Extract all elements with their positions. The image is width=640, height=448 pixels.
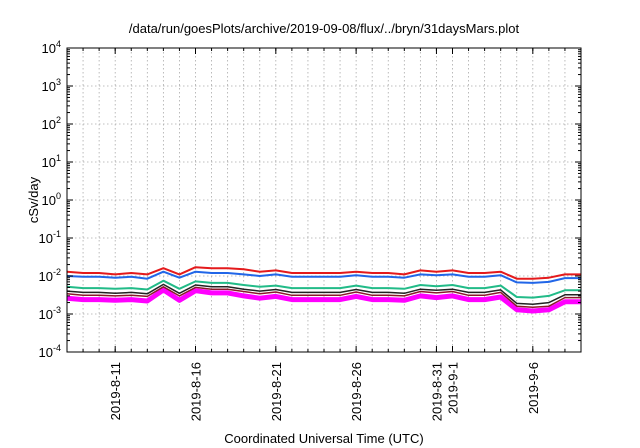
y-tick-label: 10-4 [39,343,61,360]
x-axis-label: Coordinated Universal Time (UTC) [224,431,423,446]
series-line [66,286,581,309]
x-tick-label: 2019-8-11 [108,362,123,420]
x-tick-labels: 2019-8-11 2019-8-16 2019-8-21 2019-8-26 2019… [108,362,541,421]
x-tick-label: 2019-9-1 [446,362,461,414]
y-tick-labels: 10-4 10-3 10-2 10-1 100 101 102 103 104 [39,39,61,360]
series-line [66,266,581,280]
series-line [66,287,581,314]
axis-ticks [67,47,581,353]
y-tick-label: 10-2 [39,267,61,284]
y-tick-label: 102 [42,115,61,132]
y-tick-label: 100 [42,191,61,208]
y-tick-label: 10-3 [39,305,61,322]
y-tick-label: 101 [42,153,61,170]
x-tick-label: 2019-8-21 [269,362,284,421]
x-tick-label: 2019-9-6 [526,362,541,414]
series-line [66,270,581,284]
y-tick-label: 104 [42,39,61,56]
x-tick-label: 2019-8-26 [349,362,364,421]
series-line [66,279,581,299]
series-layer [66,266,581,314]
y-tick-label: 10-1 [39,229,61,246]
x-tick-label: 2019-8-16 [189,362,204,421]
x-tick-label: 2019-8-31 [429,362,444,421]
y-tick-label: 103 [42,77,61,94]
chart-title: /data/run/goesPlots/archive/2019-09-08/f… [129,21,520,36]
series-line [66,283,581,306]
y-axis-label: cSv/day [26,176,41,223]
